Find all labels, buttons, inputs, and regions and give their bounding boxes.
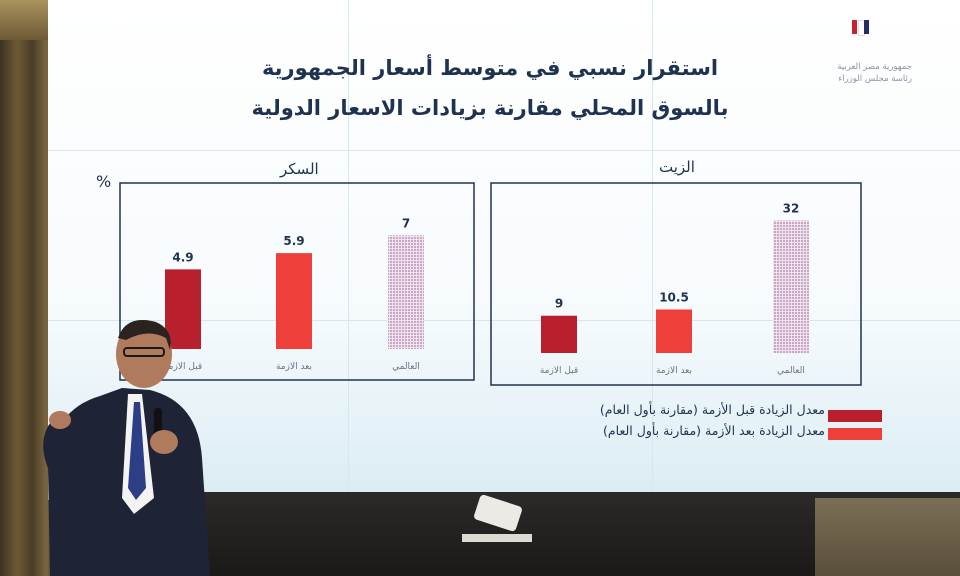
category-label-sugar-2: العالمي <box>392 362 420 372</box>
org-subname: رئاسة مجلس الوزراء <box>838 74 912 84</box>
value-label-sugar-0: 4.9 <box>172 250 193 264</box>
legend-label-before: معدل الزيادة قبل الأزمة (مقارنة بأول الع… <box>599 402 825 417</box>
bar-sugar-1 <box>276 253 312 349</box>
value-label-sugar-1: 5.9 <box>283 234 304 248</box>
bar-oil-0 <box>541 315 577 353</box>
screen-gridline <box>48 150 960 151</box>
org-name: جمهورية مصر العربية <box>837 62 912 72</box>
government-logo-icon <box>850 18 870 38</box>
category-label-oil-2: العالمي <box>777 366 805 376</box>
category-label-sugar-1: بعد الازمة <box>276 362 312 372</box>
bar-oil-1 <box>656 309 692 353</box>
unit-label: % <box>96 172 112 191</box>
chart-title-sugar: السكر <box>280 160 319 178</box>
category-label-oil-1: بعد الازمة <box>656 366 692 376</box>
category-label-oil-0: قبل الازمة <box>540 366 578 376</box>
screen-gridline <box>48 320 960 321</box>
bar-sugar-0 <box>165 269 201 349</box>
bar-sugar-2 <box>388 235 424 349</box>
chart-frame-oil <box>490 182 862 386</box>
legend-label-after: معدل الزيادة بعد الأزمة (مقارنة بأول الع… <box>603 423 825 438</box>
slide-title-line2: بالسوق المحلي مقارنة بزيادات الاسعار الد… <box>251 96 729 120</box>
slide-title-line1: استقرار نسبي في متوسط أسعار الجمهورية <box>261 56 719 80</box>
presenter-figure <box>43 320 210 576</box>
chart-frame-sugar <box>119 182 475 381</box>
value-label-sugar-2: 7 <box>402 216 410 230</box>
projector-icon <box>462 493 532 544</box>
legend-swatch-before <box>828 410 882 422</box>
chart-title-oil: الزيت <box>659 158 695 176</box>
value-label-oil-0: 9 <box>555 297 563 311</box>
screen-gridline <box>652 0 653 500</box>
value-label-oil-1: 10.5 <box>659 291 689 305</box>
screen-gridline <box>348 0 349 500</box>
legend-swatch-after <box>828 428 882 440</box>
value-label-oil-2: 32 <box>783 201 800 215</box>
bar-oil-2 <box>773 220 809 353</box>
category-label-sugar-0: قبل الازمة <box>164 362 202 372</box>
wall-panel <box>815 498 960 576</box>
